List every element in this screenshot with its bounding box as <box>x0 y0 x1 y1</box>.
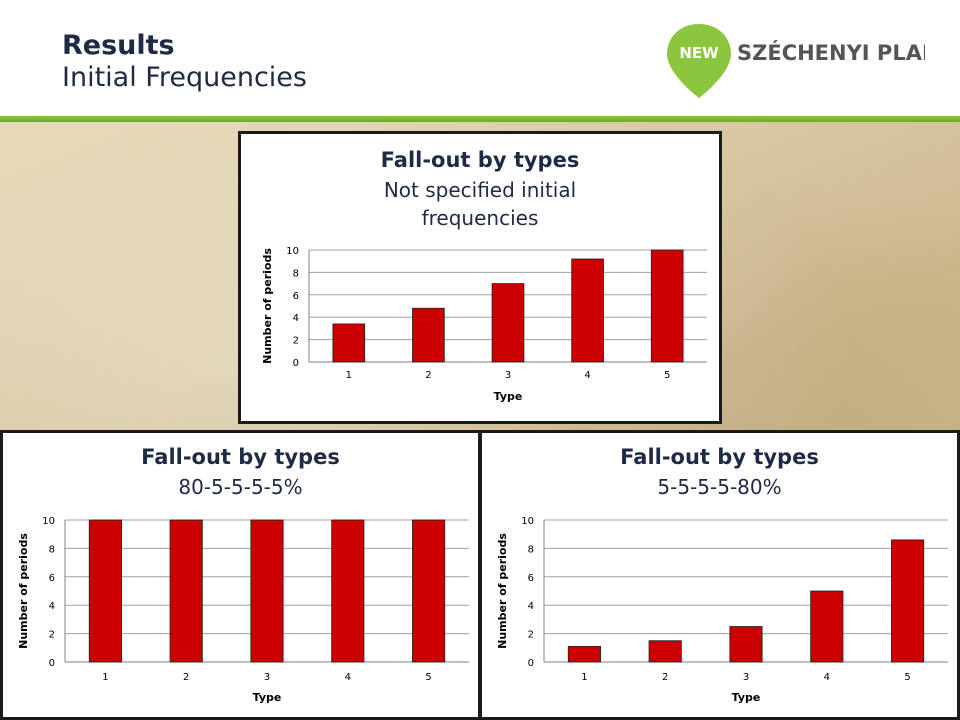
chart-3-subtitle: 5-5-5-5-80% <box>657 475 782 499</box>
x-tick-label: 2 <box>183 672 189 683</box>
y-tick-label: 6 <box>528 573 534 584</box>
y-tick-label: 10 <box>286 246 299 257</box>
x-tick-label: 5 <box>425 672 431 683</box>
bar <box>332 323 366 363</box>
header-divider <box>0 116 960 122</box>
y-tick-label: 4 <box>528 601 534 612</box>
y-tick-label: 4 <box>49 601 55 612</box>
y-tick-label: 8 <box>293 268 299 279</box>
bar <box>648 640 682 663</box>
bar <box>891 539 925 663</box>
x-tick-label: 4 <box>824 672 830 683</box>
bar <box>412 519 446 663</box>
chart-panel-2: Fall-out by types 80-5-5-5-5% 0 2 4 6 8 10 1 2 3… <box>0 430 481 720</box>
x-tick-label: 4 <box>345 672 351 683</box>
bar <box>412 307 445 363</box>
y-axis-label: Number of periods <box>17 533 30 649</box>
bar <box>331 519 365 663</box>
bar <box>169 519 203 663</box>
bar <box>567 645 601 663</box>
x-tick-label: 4 <box>584 370 590 381</box>
x-tick-label: 5 <box>664 370 670 381</box>
bar <box>571 258 604 363</box>
y-tick-label: 6 <box>49 573 55 584</box>
x-tick-label: 1 <box>581 672 587 683</box>
x-axis-label: Type <box>732 691 761 704</box>
szechenyi-plan-logo: NEW SZÉCHENYI PLAN <box>667 24 925 98</box>
x-tick-label: 3 <box>743 672 749 683</box>
x-tick-label: 1 <box>346 370 352 381</box>
y-tick-label: 8 <box>528 544 534 555</box>
y-tick-label: 2 <box>49 630 55 641</box>
chart-panel-3: Fall-out by types 5-5-5-5-80% 0 2 4 6 8 10 1 2 3… <box>479 430 960 720</box>
bar <box>729 626 763 663</box>
chart-1-title: Fall-out by types <box>380 148 580 172</box>
y-axis-label: Number of periods <box>496 533 509 649</box>
x-tick-label: 2 <box>425 370 431 381</box>
slide-title: Results <box>62 30 175 61</box>
y-tick-label: 0 <box>528 658 534 669</box>
chart-2-title: Fall-out by types <box>141 445 340 469</box>
chart-3-title: Fall-out by types <box>620 445 819 469</box>
y-tick-label: 10 <box>42 516 55 527</box>
x-axis-label: Type <box>494 390 523 403</box>
bar <box>250 519 284 663</box>
logo-badge-text: NEW <box>679 44 719 62</box>
y-tick-label: 10 <box>521 516 534 527</box>
slide-subtitle: Initial Frequencies <box>62 62 307 93</box>
bar <box>88 519 122 663</box>
y-axis-label: Number of periods <box>261 248 274 364</box>
chart-1-subtitle-line-1: Not specified initial <box>383 178 577 202</box>
x-tick-label: 2 <box>662 672 668 683</box>
chart-2-subtitle: 80-5-5-5-5% <box>178 475 303 499</box>
slide-header <box>0 0 960 116</box>
y-tick-label: 8 <box>49 544 55 555</box>
chart-panel-1: Fall-out by types Not specified initial … <box>238 131 722 424</box>
map-pin-icon <box>667 24 731 98</box>
bar <box>810 590 844 663</box>
x-tick-label: 3 <box>505 370 511 381</box>
y-tick-label: 4 <box>293 313 299 324</box>
x-tick-label: 1 <box>102 672 108 683</box>
y-tick-label: 2 <box>293 336 299 347</box>
logo-wordmark: SZÉCHENYI PLAN <box>737 40 925 65</box>
bar <box>650 249 684 363</box>
y-tick-label: 0 <box>293 358 299 369</box>
y-tick-label: 0 <box>49 658 55 669</box>
bar <box>491 283 525 363</box>
y-tick-label: 2 <box>528 630 534 641</box>
x-tick-label: 5 <box>904 672 910 683</box>
chart-1-subtitle-line-2: frequencies <box>421 206 539 230</box>
x-tick-label: 3 <box>264 672 270 683</box>
y-tick-label: 6 <box>293 291 299 302</box>
x-axis-label: Type <box>253 691 282 704</box>
